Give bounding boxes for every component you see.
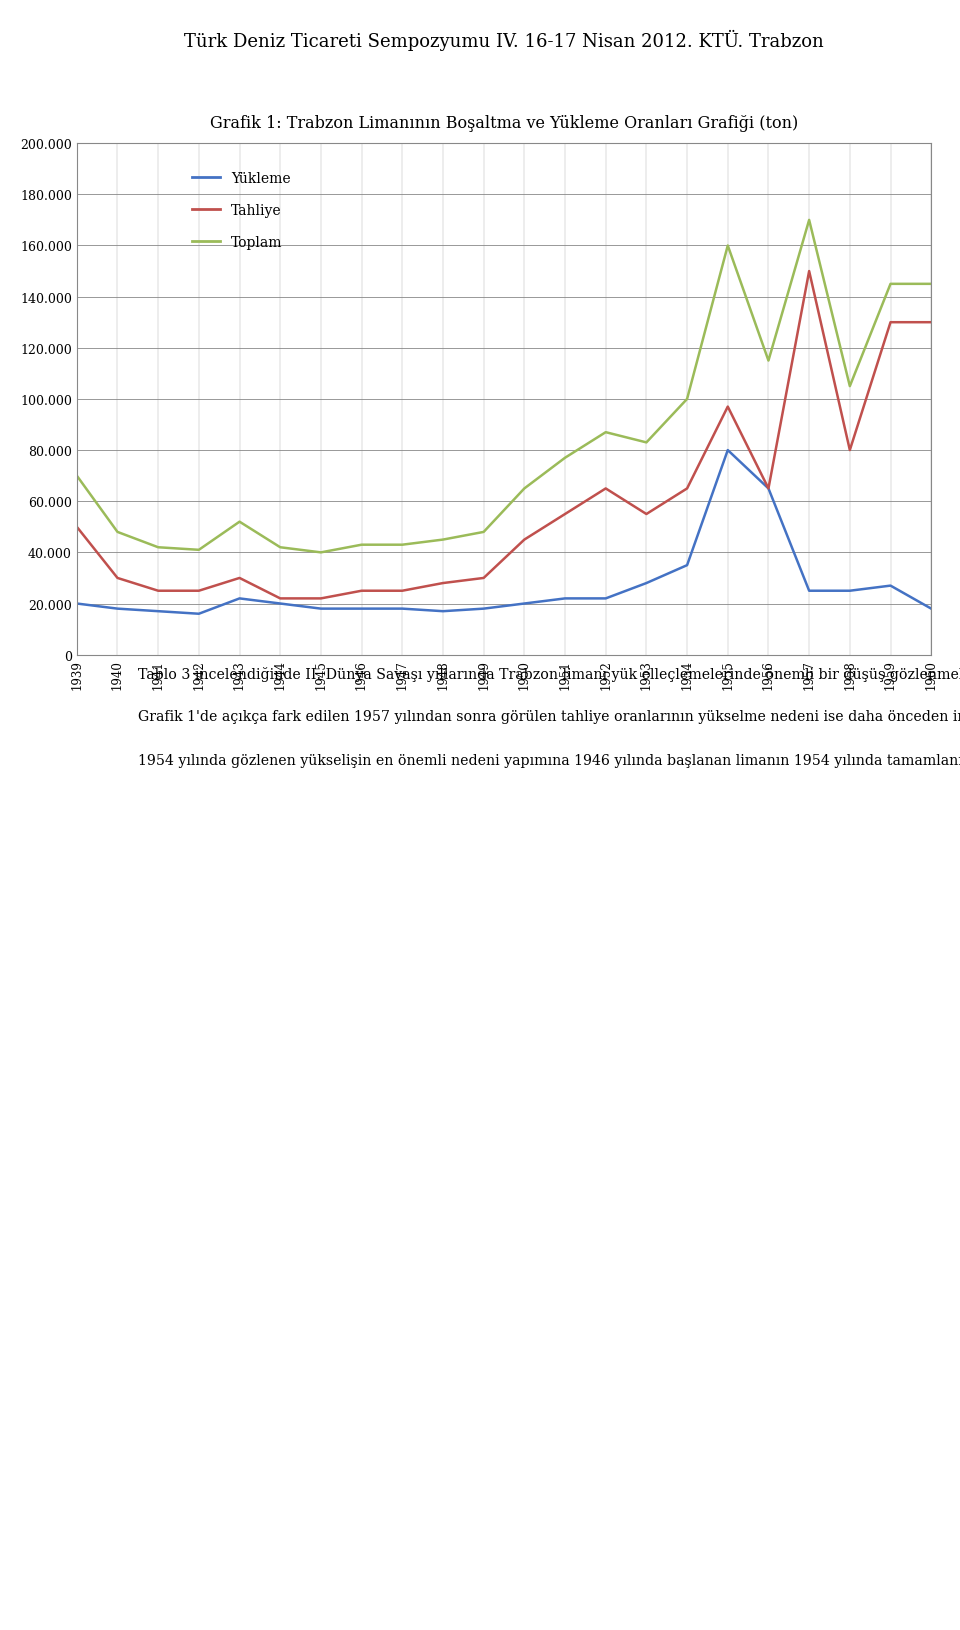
Legend: Yükleme, Tahliye, Toplam: Yükleme, Tahliye, Toplam [186, 166, 296, 256]
Text: Tablo 3 incelendiğinde II. Dünya Savaşı yıllarında Trabzon limanı yük elleçlemel: Tablo 3 incelendiğinde II. Dünya Savaşı … [103, 665, 960, 768]
Text: Grafik 1: Trabzon Limanının Boşaltma ve Yükleme Oranları Grafiği (ton): Grafik 1: Trabzon Limanının Boşaltma ve … [210, 116, 798, 132]
Text: Türk Deniz Ticareti Sempozyumu IV. 16-17 Nisan 2012. KTÜ. Trabzon: Türk Deniz Ticareti Sempozyumu IV. 16-17… [184, 29, 824, 51]
